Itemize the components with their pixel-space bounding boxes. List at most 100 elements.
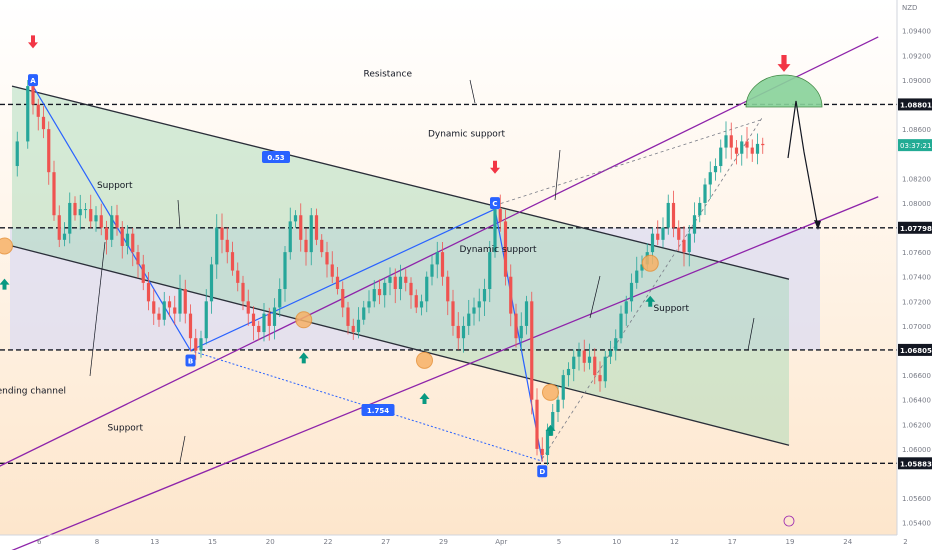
touch-circle bbox=[542, 383, 559, 401]
x-tick-label: 10 bbox=[612, 538, 621, 546]
candle-body bbox=[682, 239, 686, 253]
annotation-pointer bbox=[554, 149, 561, 201]
annotation-pointer bbox=[177, 199, 181, 229]
x-tick-label: 15 bbox=[208, 538, 217, 546]
candle-body bbox=[503, 221, 508, 277]
y-tick-label: 1.07200 bbox=[902, 298, 931, 306]
candle-body bbox=[461, 325, 466, 339]
ratio-badge: 0.53 bbox=[262, 151, 290, 163]
ratio-badge: 1.754 bbox=[361, 404, 395, 416]
candle-body bbox=[493, 209, 497, 253]
candle-body bbox=[740, 141, 744, 154]
candle-body bbox=[215, 227, 219, 265]
touch-circle bbox=[295, 311, 313, 329]
candle-body bbox=[708, 172, 712, 185]
ratio-badge-bg bbox=[361, 404, 395, 416]
level-price-label: 1.08801 bbox=[900, 101, 932, 109]
candle-body bbox=[125, 233, 130, 246]
candle-body bbox=[83, 209, 88, 211]
candle-body bbox=[398, 276, 403, 290]
x-tick-label: 5 bbox=[557, 538, 561, 546]
candle-body bbox=[57, 215, 61, 240]
level-price-label: 1.06805 bbox=[900, 347, 932, 355]
x-tick-label: 24 bbox=[843, 538, 852, 546]
x-tick-label: 12 bbox=[670, 538, 679, 546]
candle-body bbox=[299, 215, 303, 240]
candle-body bbox=[26, 86, 30, 142]
candle-body bbox=[115, 215, 119, 228]
candle-body bbox=[488, 252, 492, 290]
candle-body bbox=[593, 356, 597, 376]
candle-body bbox=[430, 264, 434, 277]
candle-body bbox=[713, 166, 718, 173]
candle-body bbox=[551, 412, 555, 431]
candle-body bbox=[131, 233, 135, 253]
candle-body bbox=[325, 252, 329, 265]
candle-body bbox=[94, 215, 98, 222]
x-tick-label: 6 bbox=[37, 538, 42, 546]
annotation-label: Dynamic support bbox=[428, 130, 506, 140]
forecast-arrowhead bbox=[814, 220, 821, 230]
candle-body bbox=[414, 295, 418, 308]
rising-trend-dashed-line bbox=[541, 116, 764, 459]
wave-badge-bg bbox=[28, 74, 38, 87]
candle-body bbox=[514, 313, 518, 339]
annotation-label: Dynamic support bbox=[459, 245, 537, 255]
candle-body bbox=[440, 252, 445, 277]
wave-badge-label: D bbox=[539, 468, 545, 476]
candle-body bbox=[47, 129, 51, 173]
x-tick-label: 29 bbox=[439, 538, 448, 546]
candle-body bbox=[110, 215, 114, 240]
candle-body bbox=[435, 252, 439, 265]
candle-body bbox=[451, 301, 455, 326]
candle-body bbox=[603, 356, 607, 382]
current-price-label: 03:37:21 bbox=[900, 142, 931, 150]
candle-body bbox=[204, 301, 208, 339]
ratio-badge-label: 1.754 bbox=[367, 407, 389, 415]
candle-body bbox=[99, 215, 103, 228]
wave-badge-c: C bbox=[490, 197, 500, 210]
candle-body bbox=[372, 289, 376, 302]
candle-body bbox=[619, 313, 623, 339]
annotation-pointer bbox=[747, 317, 755, 351]
candle-body bbox=[141, 264, 145, 283]
candle-body bbox=[283, 252, 287, 290]
candle-body bbox=[530, 301, 534, 400]
candle-body bbox=[230, 252, 235, 271]
candle-body bbox=[362, 307, 366, 320]
candle-body bbox=[467, 313, 471, 326]
candle-body bbox=[703, 184, 707, 203]
level-price-bg bbox=[898, 343, 932, 356]
wave-badge-bg bbox=[490, 197, 500, 210]
y-tick-label: 1.08600 bbox=[902, 126, 931, 134]
level-price-bg bbox=[898, 98, 932, 111]
y-tick-label: 1.07600 bbox=[902, 249, 931, 257]
candle-body bbox=[236, 270, 240, 283]
candle-body bbox=[188, 313, 193, 339]
touch-circle bbox=[416, 351, 433, 369]
up-arrow-icon bbox=[645, 295, 656, 307]
candle-body bbox=[104, 227, 109, 240]
annotation-label: Support bbox=[653, 304, 689, 314]
candle-body bbox=[393, 276, 397, 290]
candle-body bbox=[698, 202, 702, 216]
lightning-icon bbox=[783, 515, 795, 527]
down-arrow-icon bbox=[490, 160, 500, 174]
candle-body bbox=[456, 325, 460, 339]
candle-body bbox=[404, 276, 408, 283]
candle-body bbox=[225, 239, 229, 253]
dynamic-support-lower-line bbox=[11, 196, 879, 550]
candle-body bbox=[120, 227, 124, 246]
candle-body bbox=[561, 375, 565, 400]
candle-body bbox=[640, 264, 644, 271]
candle-body bbox=[194, 338, 198, 351]
candle-body bbox=[425, 276, 429, 302]
ratio-badge-label: 0.53 bbox=[267, 154, 284, 162]
candle-body bbox=[635, 270, 639, 283]
candle-body bbox=[304, 239, 308, 253]
candle-body bbox=[472, 307, 476, 314]
annotation-pointer bbox=[469, 79, 476, 104]
touch-circle bbox=[0, 237, 13, 255]
candle-body bbox=[356, 319, 361, 333]
candle-body bbox=[388, 276, 392, 283]
